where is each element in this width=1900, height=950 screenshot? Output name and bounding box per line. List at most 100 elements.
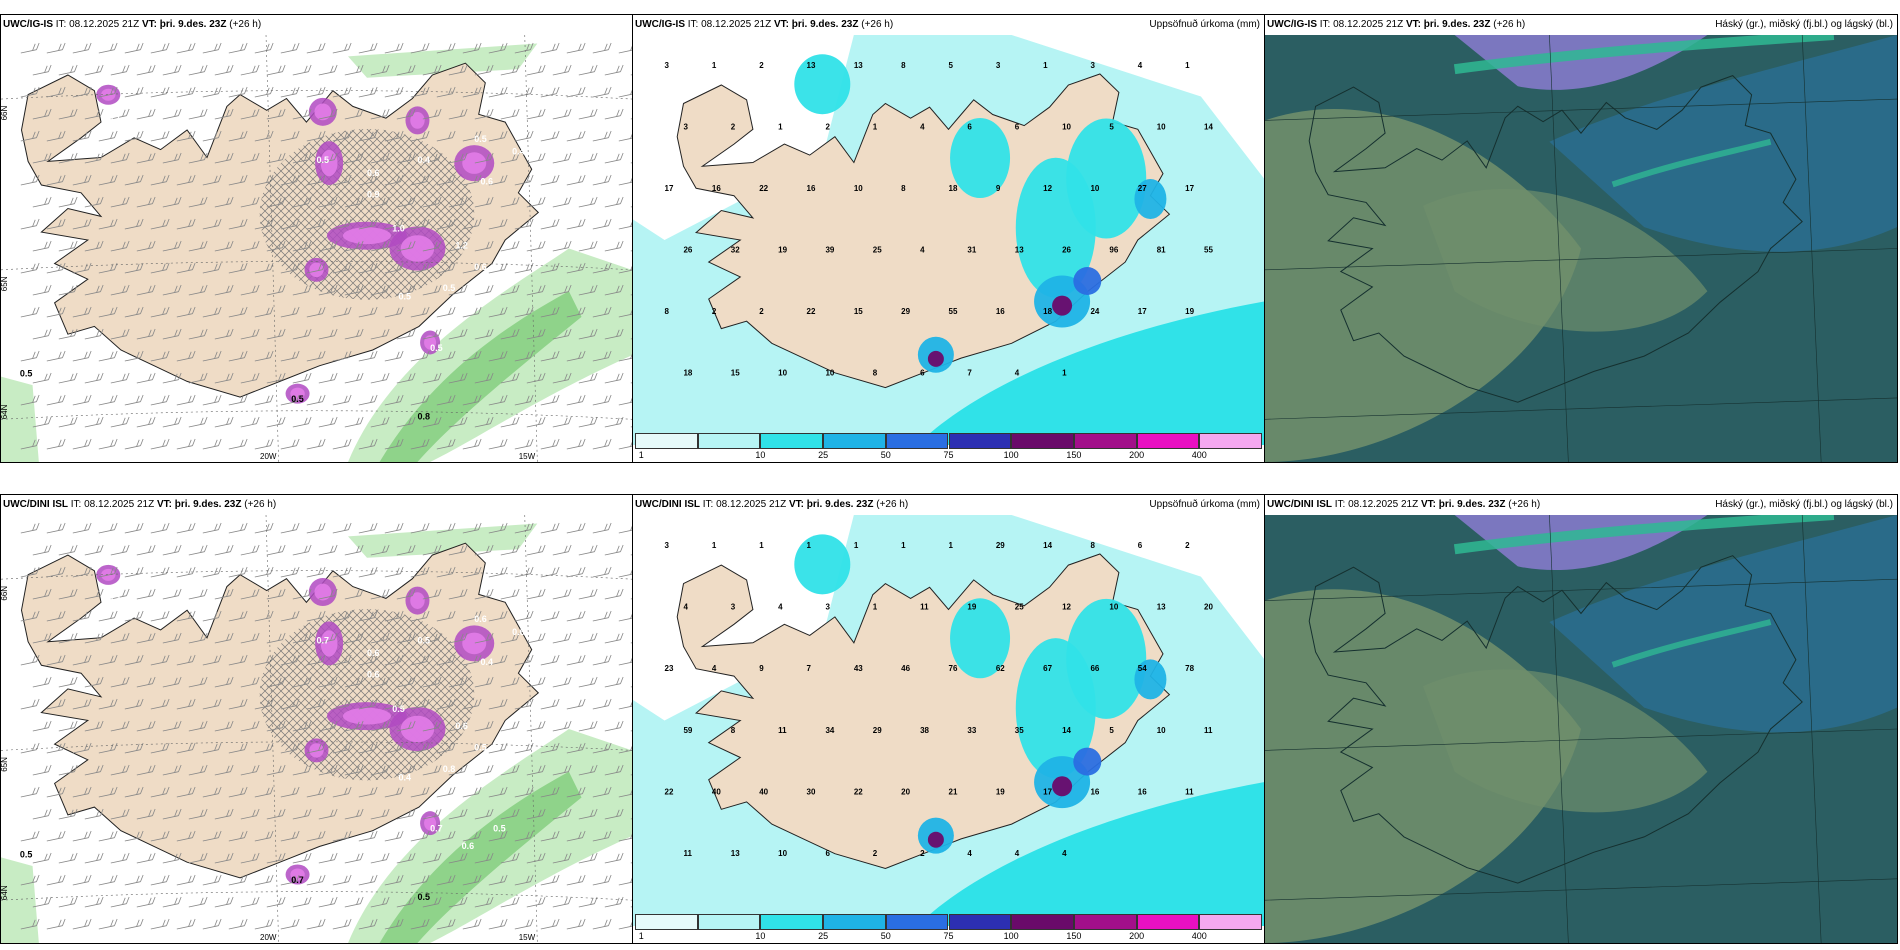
wind-barb-feather (110, 875, 114, 883)
wind-barb-feather (360, 808, 364, 816)
wind-barb-feather (292, 219, 296, 227)
wind-barb (500, 588, 520, 600)
wind-barb-feather (304, 109, 308, 117)
wind-barb-staff (58, 551, 75, 556)
wind-barb-staff (448, 115, 465, 120)
wind-barb-feather (174, 853, 178, 861)
wind-barb-feather (616, 765, 620, 773)
wind-barb-staff (514, 93, 531, 98)
wind-barb-feather (486, 109, 490, 117)
wind-barb (540, 566, 560, 578)
wind-barb-staff (32, 771, 49, 776)
wind-barb-feather (386, 720, 390, 728)
wind-barb-feather (578, 919, 582, 927)
wind-barb-staff (396, 247, 413, 252)
wind-barb-feather (114, 786, 118, 794)
wind-barb-feather (564, 241, 568, 249)
wind-barb-staff (566, 793, 583, 798)
wind-barb (32, 764, 52, 776)
wind-barb-feather (538, 197, 542, 205)
wind-barb-feather (474, 395, 478, 403)
wind-barb-feather (434, 329, 438, 337)
wind-barb-staff (592, 181, 609, 186)
wind-barb-staff (422, 379, 439, 384)
wind-barb (240, 852, 260, 864)
wind-barb-feather (412, 240, 416, 248)
wind-barb-feather (582, 610, 586, 618)
wind-barb-staff (240, 159, 257, 164)
wind-barb-feather (386, 808, 390, 816)
wind-barb-feather (74, 896, 78, 904)
wind-barb-feather (252, 417, 256, 425)
wind-barb-staff (332, 837, 349, 842)
wind-barb-feather (382, 373, 386, 381)
wind-barb-feather (214, 351, 218, 359)
wind-barb-feather (114, 522, 118, 530)
wind-barb-feather (400, 654, 404, 662)
wind-barb (370, 808, 390, 820)
wind-barb-feather (360, 152, 364, 160)
wind-barb (618, 175, 632, 186)
wind-barb-feather (608, 174, 612, 182)
wind-barb-feather (322, 786, 326, 794)
wind-barb (306, 306, 326, 318)
precip-swath (379, 771, 582, 943)
contour-label: 0.8 (417, 411, 430, 421)
wind-barb (176, 394, 196, 406)
wind-barb-feather (386, 764, 390, 772)
wind-barb-feather (448, 787, 452, 795)
wind-barb-feather (192, 86, 196, 94)
wind-barb-feather (214, 439, 218, 447)
wind-barb (110, 328, 130, 340)
wind-barb-feather (218, 174, 222, 182)
wind-barb-feather (240, 919, 244, 927)
contour-label: 0.5 (317, 155, 330, 165)
wind-barb-feather (226, 329, 230, 337)
wind-barb-feather (74, 720, 78, 728)
wind-barb (566, 654, 586, 666)
precip-value: 11 (778, 726, 787, 735)
wind-barb-feather (608, 218, 612, 226)
wind-barb (32, 588, 52, 600)
wind-barb (214, 328, 234, 340)
wind-barb (578, 764, 598, 776)
wind-barb-feather (256, 808, 260, 816)
wind-barb-feather (214, 395, 218, 403)
wind-barb-feather (32, 699, 36, 707)
wind-barb-staff (188, 247, 205, 252)
wind-barb-staff (150, 925, 167, 930)
wind-barb-staff (604, 903, 621, 908)
wind-barb-feather (252, 65, 256, 73)
wind-barb-staff (514, 137, 531, 142)
wind-barb-staff (422, 291, 439, 296)
wind-barb-feather (204, 284, 208, 292)
precip-value: 25 (873, 245, 882, 254)
wind-barb (384, 654, 404, 666)
precip-blob (1052, 295, 1073, 316)
wind-barb (84, 328, 104, 340)
wind-barb-feather (490, 240, 494, 248)
wind-barb-feather (218, 918, 222, 926)
wind-barb (280, 654, 300, 666)
wind-barb-staff (124, 137, 141, 142)
precip-blob (1073, 267, 1102, 295)
wind-barb-staff (254, 49, 271, 54)
wind-barb-feather (322, 522, 326, 530)
wind-barb-feather (412, 64, 416, 72)
wind-barb-feather (292, 175, 296, 183)
wind-barb (410, 874, 430, 886)
cloud-map-panel-bottom: UWC/DINI ISL IT: 08.12.2025 21Z VT: þri.… (1264, 494, 1898, 944)
wind-barb (292, 196, 312, 208)
wind-barb-feather (140, 918, 144, 926)
wind-barb-feather (408, 633, 412, 641)
wind-barb (72, 174, 92, 186)
wind-barb-feather (452, 262, 456, 270)
wind-barb-feather (188, 523, 192, 531)
wind-barb-staff (150, 225, 167, 230)
wind-barb-feather (100, 416, 104, 424)
wind-barb (396, 808, 416, 820)
wind-barb-feather (296, 394, 300, 402)
wind-barb (202, 654, 222, 666)
wind-barb-staff (578, 335, 595, 340)
wind-barb-feather (474, 743, 478, 751)
